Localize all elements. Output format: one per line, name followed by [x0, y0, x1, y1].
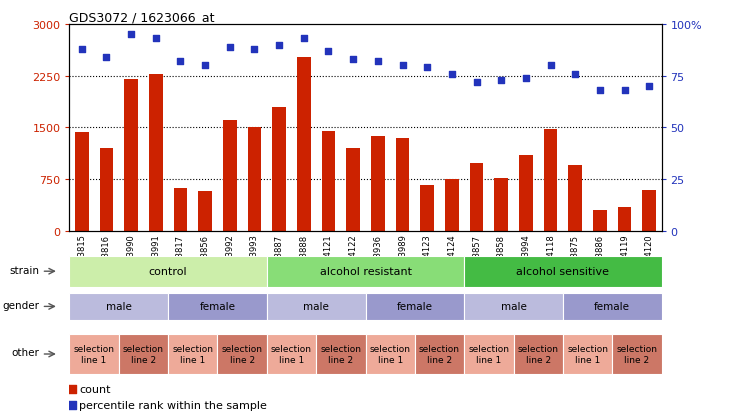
Bar	[395, 138, 409, 231]
Bar	[513, 335, 563, 374]
Text: selection
line 1: selection line 1	[271, 344, 312, 364]
Point	[125, 32, 137, 38]
Bar	[643, 191, 656, 231]
Bar	[464, 256, 662, 287]
Bar	[464, 293, 563, 320]
Point	[643, 83, 655, 90]
Bar	[198, 191, 212, 231]
Bar	[593, 211, 607, 231]
Point	[150, 36, 162, 43]
Bar	[366, 335, 415, 374]
Point	[347, 57, 359, 63]
Point	[397, 63, 409, 69]
Text: selection
line 2: selection line 2	[419, 344, 460, 364]
Point	[76, 46, 88, 53]
Bar	[119, 335, 168, 374]
Point	[618, 88, 630, 94]
Point	[471, 79, 482, 86]
Text: selection
line 1: selection line 1	[567, 344, 608, 364]
Bar	[168, 335, 218, 374]
Text: GDS3072 / 1623066_at: GDS3072 / 1623066_at	[69, 11, 215, 24]
Bar	[174, 189, 187, 231]
Bar	[346, 149, 360, 231]
Bar	[420, 185, 434, 231]
Point	[569, 71, 581, 78]
Bar	[322, 131, 336, 231]
Point	[545, 63, 556, 69]
Text: male: male	[106, 301, 132, 312]
Bar	[75, 133, 88, 231]
Bar	[168, 293, 267, 320]
Point	[298, 36, 310, 43]
Bar	[464, 335, 513, 374]
Bar	[494, 178, 508, 231]
Bar	[223, 121, 237, 231]
Text: alcohol resistant: alcohol resistant	[319, 266, 412, 277]
Point	[446, 71, 458, 78]
Bar	[248, 127, 261, 231]
Bar	[569, 166, 582, 231]
Point	[101, 55, 113, 61]
Bar	[371, 136, 385, 231]
Text: gender: gender	[3, 300, 39, 310]
Bar	[612, 335, 662, 374]
Bar	[149, 74, 162, 231]
Text: selection
line 2: selection line 2	[320, 344, 361, 364]
Text: strain: strain	[10, 265, 39, 275]
Bar	[267, 293, 366, 320]
Text: selection
line 1: selection line 1	[370, 344, 411, 364]
Point	[273, 42, 285, 49]
Bar	[218, 335, 267, 374]
Bar	[445, 180, 458, 231]
Text: alcohol sensitive: alcohol sensitive	[516, 266, 610, 277]
Text: other: other	[12, 347, 39, 357]
Text: selection
line 1: selection line 1	[469, 344, 510, 364]
Bar	[267, 256, 464, 287]
Point	[496, 77, 507, 84]
Text: female: female	[397, 301, 433, 312]
Text: selection
line 2: selection line 2	[123, 344, 164, 364]
Text: female: female	[594, 301, 630, 312]
Text: male: male	[303, 301, 329, 312]
Bar	[544, 129, 557, 231]
Text: count: count	[79, 384, 110, 394]
Point	[322, 48, 334, 55]
Text: percentile rank within the sample: percentile rank within the sample	[79, 400, 267, 410]
Point	[303, 341, 314, 347]
Text: control: control	[149, 266, 187, 277]
Point	[175, 59, 186, 65]
Text: male: male	[501, 301, 526, 312]
Text: selection
line 2: selection line 2	[616, 344, 657, 364]
Point	[372, 59, 384, 65]
Point	[421, 65, 433, 71]
Bar	[69, 293, 168, 320]
Point	[224, 44, 235, 51]
Point	[200, 63, 211, 69]
Bar	[470, 164, 483, 231]
Text: selection
line 1: selection line 1	[173, 344, 213, 364]
Bar	[519, 156, 533, 231]
Bar	[273, 107, 286, 231]
Text: female: female	[200, 301, 235, 312]
Point	[303, 196, 314, 203]
Text: selection
line 2: selection line 2	[518, 344, 558, 364]
Text: selection
line 2: selection line 2	[221, 344, 262, 364]
Bar	[267, 335, 317, 374]
Bar	[317, 335, 366, 374]
Point	[594, 88, 606, 94]
Point	[520, 75, 531, 82]
Bar	[618, 207, 632, 231]
Bar	[563, 293, 662, 320]
Bar	[563, 335, 612, 374]
Bar	[69, 256, 267, 287]
Point	[249, 46, 260, 53]
Bar	[124, 80, 138, 231]
Bar	[297, 58, 311, 231]
Bar	[366, 293, 464, 320]
Text: selection
line 1: selection line 1	[74, 344, 115, 364]
Bar	[69, 335, 119, 374]
Bar	[415, 335, 464, 374]
Bar	[99, 149, 113, 231]
